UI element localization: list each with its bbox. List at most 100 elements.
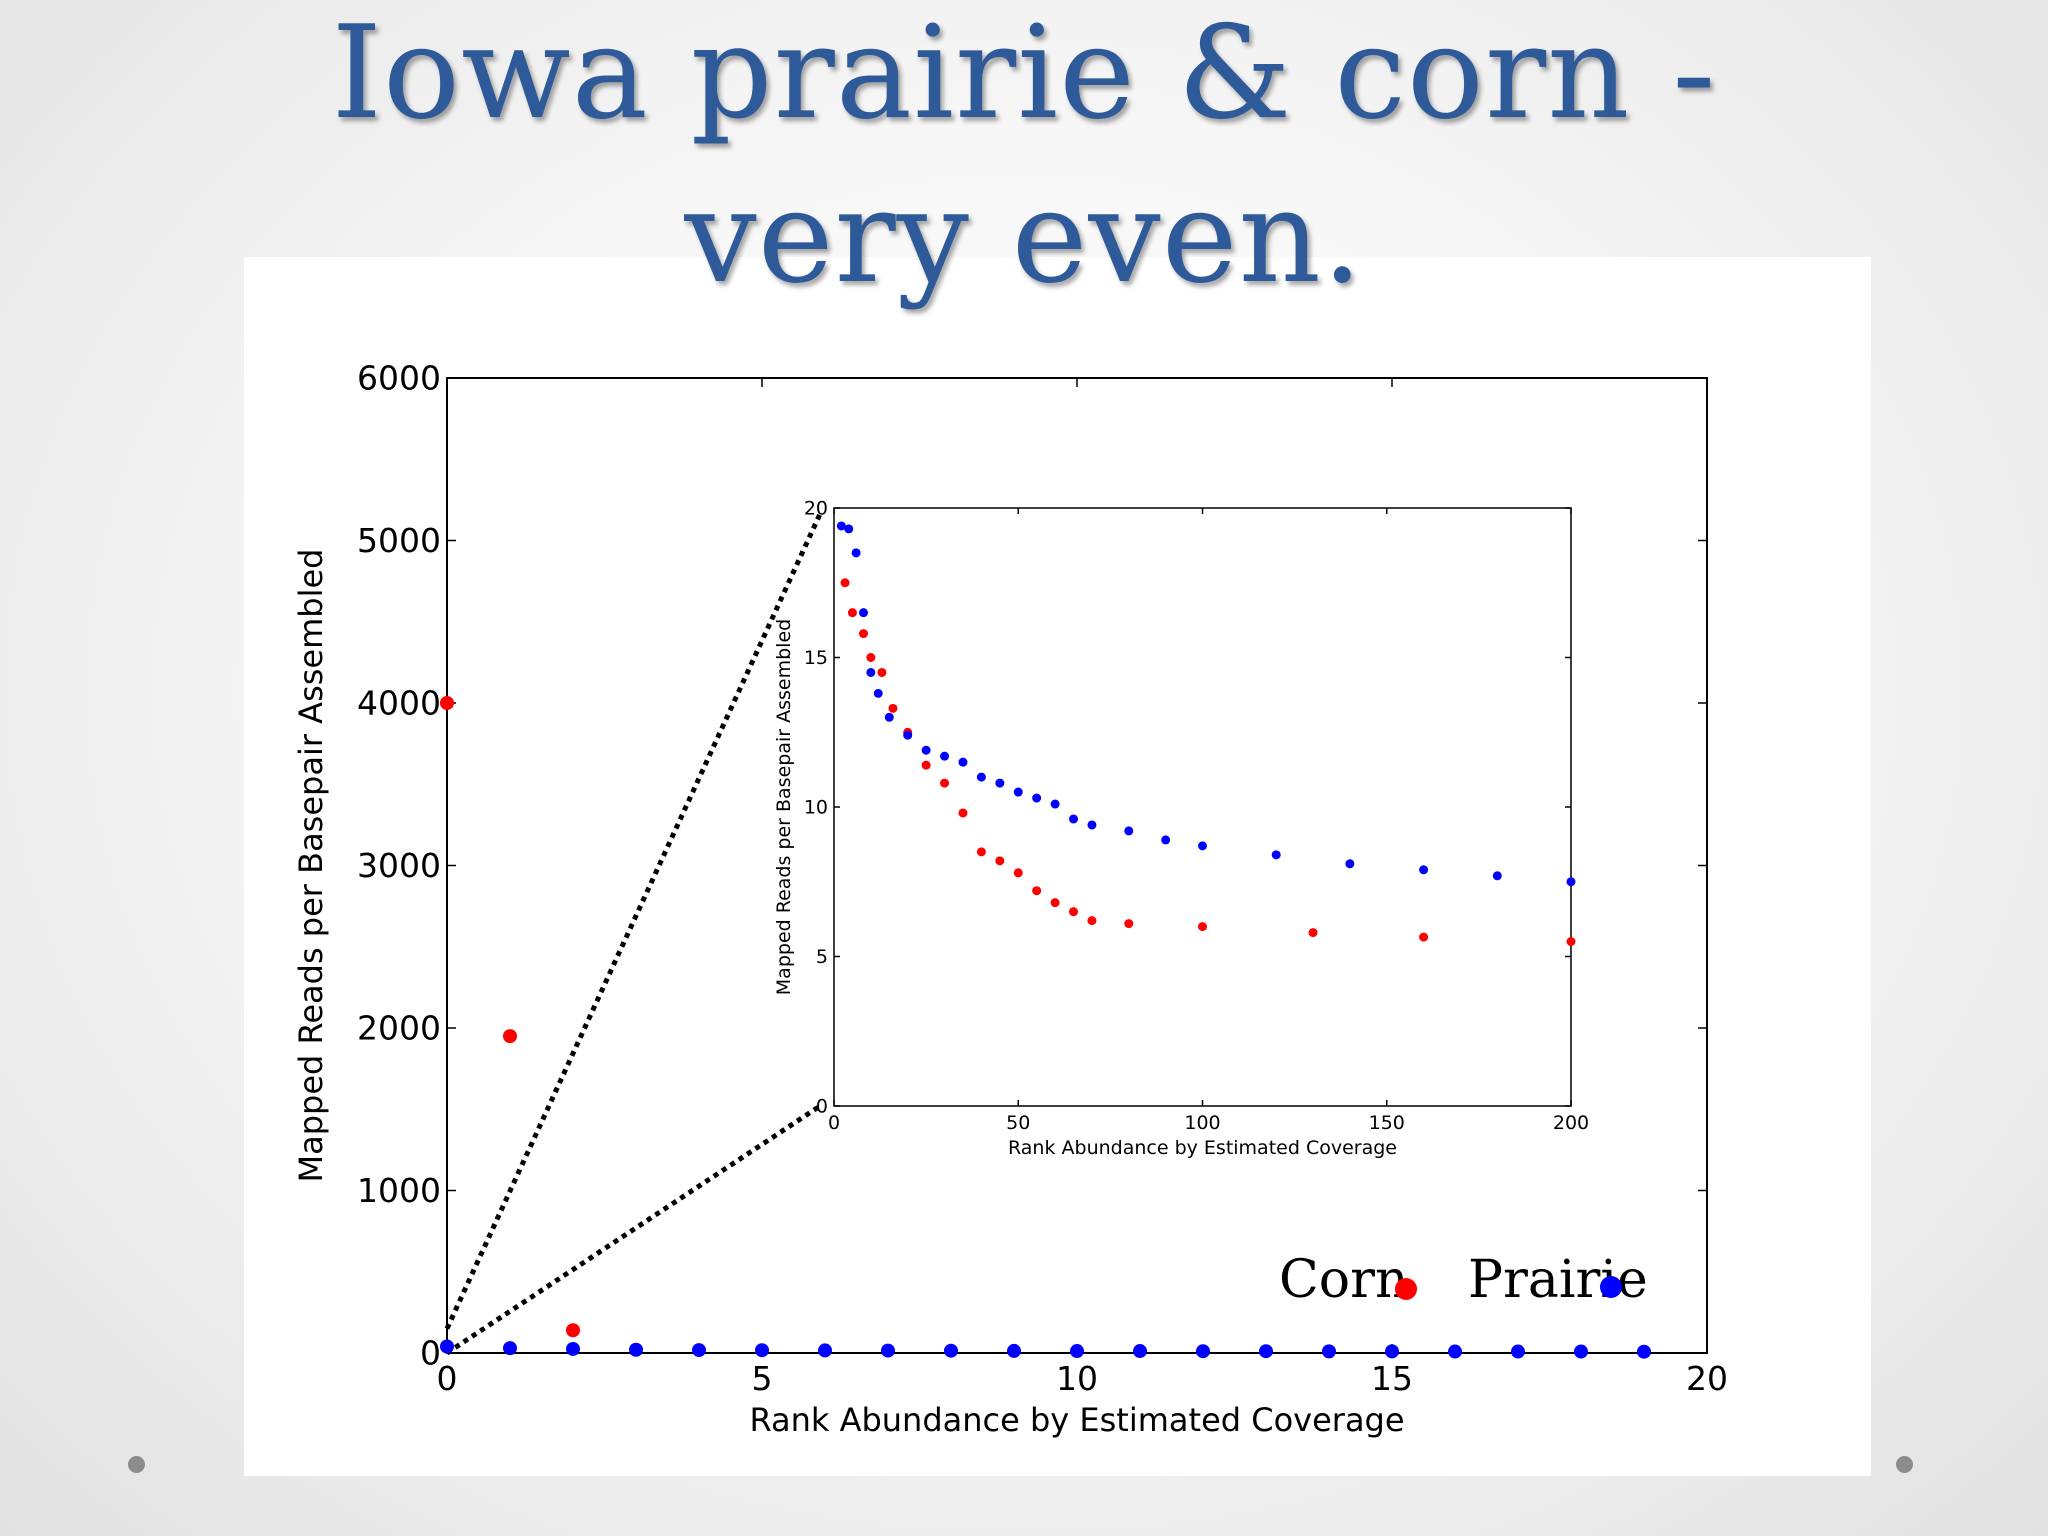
- main-point-prairie: [1511, 1344, 1525, 1359]
- inset-point-prairie: [995, 778, 1005, 788]
- inset-point-corn: [1069, 907, 1079, 917]
- inset-point-prairie: [958, 757, 968, 767]
- main-y-tick-label: 0: [420, 1334, 441, 1373]
- chart-figure: 0 5 10 15 20 0 1000 2000 3000 4000 5000 6000 Rank Ab…: [244, 257, 1871, 1476]
- inset-point-prairie: [1032, 793, 1042, 803]
- main-x-tick-label: 10: [1056, 1359, 1098, 1398]
- inset-y-tick-label: 0: [816, 1096, 828, 1118]
- inset-point-corn: [1308, 928, 1318, 938]
- main-point-prairie: [1259, 1344, 1273, 1359]
- inset-point-corn: [1419, 932, 1429, 942]
- legend-corn-label: Corn: [1279, 1250, 1408, 1310]
- main-point-prairie: [629, 1342, 643, 1357]
- main-y-tick-label: 2000: [357, 1009, 441, 1048]
- inset-point-corn: [1198, 922, 1207, 932]
- inset-x-axis-label: Rank Abundance by Estimated Coverage: [1008, 1137, 1397, 1159]
- inset-point-prairie: [1050, 799, 1060, 809]
- zoom-connector-lower: [445, 1103, 822, 1356]
- legend-prairie-label: Prairie: [1468, 1250, 1648, 1310]
- inset-point-prairie: [1566, 877, 1576, 887]
- main-point-prairie: [1196, 1344, 1210, 1359]
- inset-point-prairie: [1069, 814, 1079, 824]
- legend-corn-marker: [1395, 1278, 1417, 1300]
- inset-point-prairie: [884, 712, 894, 722]
- main-point-prairie: [1574, 1344, 1588, 1359]
- inset-x-tick-label: 200: [1553, 1112, 1589, 1134]
- slide-decor-dot-right: [1896, 1456, 1913, 1473]
- main-point-prairie: [1448, 1344, 1462, 1359]
- inset-point-prairie: [976, 772, 986, 782]
- inset-point-prairie: [858, 608, 868, 618]
- inset-point-prairie: [873, 688, 883, 698]
- inset-point-corn: [1087, 916, 1097, 926]
- inset-point-corn: [921, 760, 931, 770]
- inset-y-tick-label: 10: [804, 797, 828, 819]
- inset-point-prairie: [844, 524, 854, 534]
- main-y-tick-label: 4000: [357, 684, 441, 723]
- inset-point-prairie: [1198, 841, 1207, 851]
- main-y-tick-label: 5000: [357, 521, 441, 560]
- inset-point-corn: [866, 653, 876, 662]
- inset-point-prairie: [851, 548, 861, 558]
- inset-point-prairie: [1013, 787, 1023, 797]
- inset-point-prairie: [921, 745, 931, 755]
- main-point-prairie: [755, 1343, 769, 1358]
- main-point-prairie: [1007, 1343, 1021, 1358]
- main-point-prairie: [944, 1343, 958, 1358]
- main-point-corn: [440, 696, 454, 710]
- legend-prairie-marker: [1600, 1276, 1622, 1298]
- inset-point-corn: [847, 608, 857, 618]
- inset-point-corn: [1566, 937, 1576, 947]
- inset-point-prairie: [1124, 826, 1134, 836]
- main-point-prairie: [1070, 1344, 1084, 1359]
- inset-y-tick-label: 15: [804, 647, 828, 669]
- inset-point-corn: [888, 703, 898, 713]
- main-point-prairie: [1385, 1344, 1399, 1359]
- main-y-tick-label: 6000: [357, 359, 441, 398]
- inset-point-prairie: [903, 730, 913, 740]
- inset-y-tick-label: 20: [804, 498, 828, 520]
- inset-point-prairie: [1271, 850, 1281, 860]
- main-point-prairie: [566, 1341, 580, 1356]
- inset-point-corn: [995, 856, 1005, 866]
- inset-point-prairie: [836, 521, 846, 531]
- inset-point-corn: [940, 778, 950, 788]
- main-x-tick-label: 20: [1686, 1359, 1728, 1398]
- inset-point-prairie: [1492, 871, 1502, 881]
- inset-y-tick-label: 5: [816, 946, 828, 968]
- inset-point-corn: [1013, 868, 1023, 878]
- inset-y-axis-label: Mapped Reads per Basepair Assembled: [773, 619, 795, 995]
- main-point-prairie: [503, 1341, 517, 1356]
- inset-point-corn: [840, 578, 850, 588]
- inset-point-corn: [958, 808, 968, 818]
- inset-point-prairie: [1419, 865, 1429, 875]
- main-y-axis-label: Mapped Reads per Basepair Assembled: [292, 549, 330, 1183]
- main-point-corn: [503, 1029, 517, 1044]
- main-point-prairie: [881, 1343, 895, 1358]
- inset-point-corn: [1050, 898, 1060, 908]
- inset-x-tick-label: 150: [1369, 1112, 1405, 1134]
- inset-point-prairie: [1087, 820, 1097, 830]
- main-point-prairie: [1133, 1344, 1147, 1359]
- main-point-prairie: [692, 1343, 706, 1358]
- main-point-prairie: [1637, 1344, 1651, 1359]
- inset-point-prairie: [1161, 835, 1171, 845]
- inset-point-prairie: [940, 751, 950, 761]
- main-x-tick-label: 0: [437, 1359, 458, 1398]
- inset-point-corn: [877, 667, 887, 677]
- slide-title: Iowa prairie & corn - very even.: [0, 0, 2048, 320]
- inset-point-prairie: [1345, 859, 1355, 869]
- inset-x-tick-label: 50: [1006, 1112, 1030, 1134]
- inset-x-tick-label: 100: [1184, 1112, 1220, 1134]
- inset-point-corn: [858, 629, 868, 639]
- main-point-corn: [566, 1323, 580, 1338]
- inset-point-prairie: [866, 667, 876, 677]
- main-y-tick-label: 1000: [357, 1171, 441, 1210]
- inset-plot-frame: [833, 507, 1572, 1107]
- main-x-tick-label: 5: [752, 1359, 773, 1398]
- title-line-1: Iowa prairie & corn -: [331, 0, 1717, 148]
- main-point-prairie: [440, 1339, 454, 1354]
- title-line-2: very even.: [684, 163, 1364, 312]
- main-x-tick-label: 15: [1371, 1359, 1413, 1398]
